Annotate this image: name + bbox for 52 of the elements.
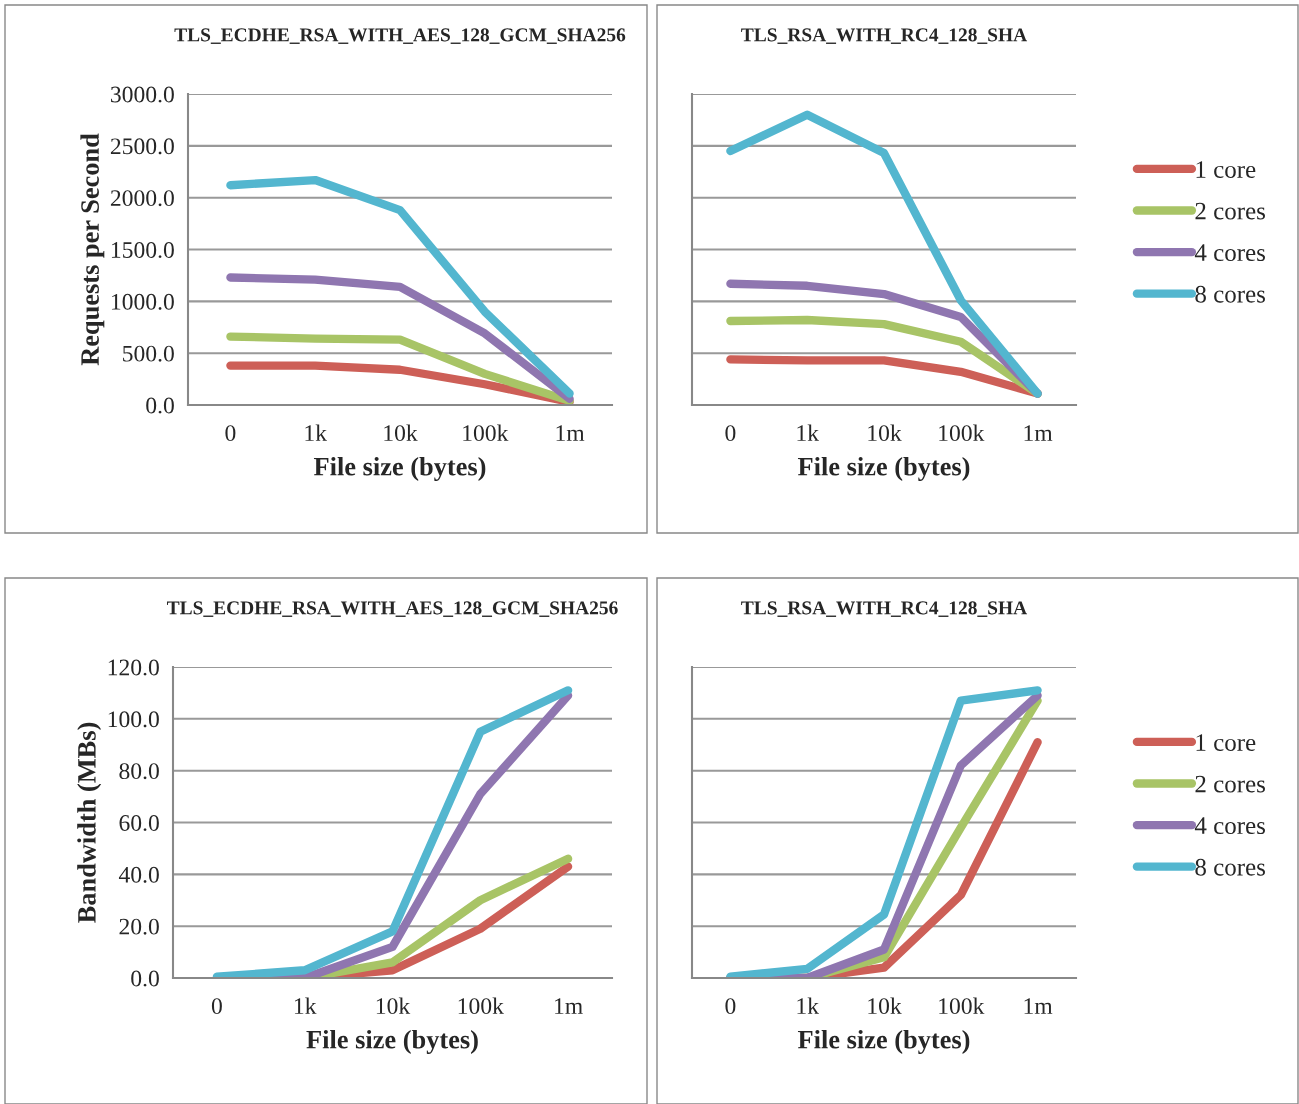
x-axis-title: File size (bytes): [313, 456, 486, 481]
y-tick-label: 120.0: [108, 659, 159, 676]
x-tick-label: 1m: [555, 998, 583, 1014]
x-axis-title: File size (bytes): [797, 1029, 970, 1054]
x-axis-title: File size (bytes): [797, 456, 970, 481]
y-axis-title: Requests per Second: [80, 133, 105, 366]
x-tick-label: 100k: [463, 424, 509, 442]
x-tick-label: 10k: [868, 424, 902, 442]
y-tick-label: 3000.0: [111, 86, 174, 103]
y-tick-label: 80.0: [119, 763, 159, 780]
x-tick-label: 10k: [384, 424, 418, 442]
x-tick-label: 1m: [1024, 425, 1053, 441]
y-tick-label: 60.0: [119, 814, 159, 832]
y-tick-label: 2000.0: [110, 190, 174, 207]
y-tick-label: 500.0: [123, 345, 174, 362]
x-tick-label: 1k: [305, 424, 328, 441]
y-tick-label: 0.0: [146, 397, 174, 414]
legend-label: 8 cores: [1195, 858, 1265, 876]
y-axis-title: Bandwidth (MBs): [77, 722, 102, 923]
x-tick-label: 1m: [1024, 998, 1053, 1014]
legend-label: 8 cores: [1195, 285, 1265, 303]
chart-title: TLS_ECDHE_RSA_WITH_AES_128_GCM_SHA256: [166, 601, 618, 617]
y-tick-label: 1500.0: [111, 241, 174, 259]
y-tick-label: 20.0: [119, 918, 159, 935]
chart-title: TLS_RSA_WITH_RC4_128_SHA: [741, 28, 1028, 44]
x-tick-label: 0: [225, 425, 236, 442]
legend-label: 1 core: [1196, 161, 1256, 178]
legend-label: 4 cores: [1194, 244, 1265, 262]
y-tick-label: 1000.0: [111, 293, 174, 310]
x-tick-label: 1k: [797, 424, 820, 441]
x-tick-label: 1k: [797, 997, 820, 1014]
legend-label: 2 cores: [1195, 202, 1265, 220]
x-tick-label: 0: [725, 425, 736, 442]
x-tick-label: 10k: [868, 997, 902, 1015]
x-tick-label: 1k: [294, 997, 317, 1014]
y-tick-label: 0.0: [131, 970, 159, 987]
x-tick-label: 100k: [939, 997, 985, 1015]
legend-label: 2 cores: [1195, 775, 1265, 793]
x-tick-label: 100k: [458, 997, 504, 1015]
x-axis-title: File size (bytes): [306, 1029, 478, 1054]
x-tick-label: 10k: [376, 997, 411, 1015]
x-tick-label: 0: [725, 998, 736, 1015]
chart-title: TLS_ECDHE_RSA_WITH_AES_128_GCM_SHA256: [174, 28, 626, 44]
y-tick-label: 100.0: [108, 711, 159, 728]
legend-label: 4 cores: [1194, 817, 1265, 835]
chart-title: TLS_RSA_WITH_RC4_128_SHA: [741, 601, 1028, 617]
y-tick-label: 40.0: [118, 866, 159, 883]
x-tick-label: 1m: [556, 425, 585, 441]
x-tick-label: 100k: [939, 424, 985, 442]
x-tick-label: 0: [211, 998, 222, 1015]
y-tick-label: 2500.0: [110, 138, 174, 155]
legend-label: 1 core: [1196, 734, 1256, 751]
